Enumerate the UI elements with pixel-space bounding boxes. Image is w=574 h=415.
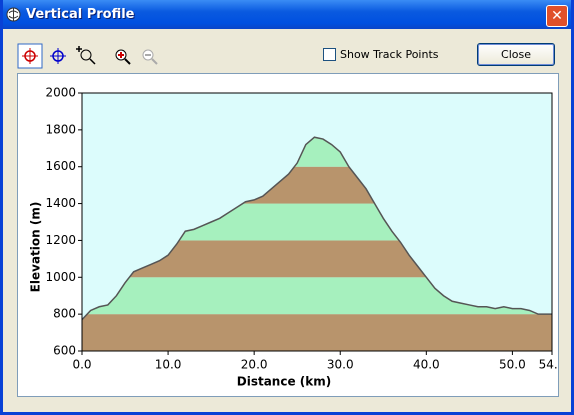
x-tick-label: 50.0: [499, 358, 526, 372]
zoom-box-tool[interactable]: [76, 46, 96, 65]
y-tick-label: 600: [53, 344, 76, 358]
y-tick-label: 1200: [45, 233, 76, 247]
show-track-points-checkbox[interactable]: Show Track Points: [323, 48, 439, 61]
y-tick-label: 2000: [45, 86, 76, 100]
zoom-in-tool[interactable]: [115, 49, 131, 65]
app-icon: [6, 7, 21, 22]
checkbox-box[interactable]: [323, 48, 336, 61]
checkbox-label: Show Track Points: [340, 48, 439, 61]
x-axis-title: Distance (km): [237, 375, 331, 389]
x-tick-label: 10.0: [155, 358, 182, 372]
window-title: Vertical Profile: [26, 7, 135, 22]
plot-frame: [81, 92, 553, 352]
x-tick-label: 40.0: [413, 358, 440, 372]
elevation-profile-line: [81, 136, 552, 321]
y-tick-label: 800: [53, 307, 76, 321]
crosshair-blue-tool[interactable]: [50, 48, 66, 64]
y-tick-label: 1600: [45, 159, 76, 173]
y-tick-label: 1400: [45, 196, 76, 210]
y-tick-label: 1800: [45, 122, 76, 136]
x-tick-label: 30.0: [327, 358, 354, 372]
crosshair-red-tool[interactable]: [22, 48, 38, 64]
x-tick-label: 20.0: [241, 358, 268, 372]
elevation-band: [82, 314, 552, 351]
close-button[interactable]: Close: [477, 43, 555, 66]
y-tick-label: 1000: [45, 270, 76, 284]
x-tick-label: 54.6: [539, 358, 558, 372]
x-tick-label: 0.0: [72, 358, 91, 372]
chart: Elevation (m) Distance (km) 600 800 1000 12…: [29, 86, 566, 389]
toolbar: [17, 43, 158, 69]
y-axis-title: Elevation (m): [29, 202, 43, 293]
title-bar: Vertical Profile ✕: [3, 0, 571, 29]
chart-panel: Elevation (m) Distance (km) 600 800 1000 12…: [17, 73, 566, 397]
zoom-out-tool[interactable]: [142, 49, 158, 65]
close-window-button[interactable]: ✕: [546, 5, 568, 27]
